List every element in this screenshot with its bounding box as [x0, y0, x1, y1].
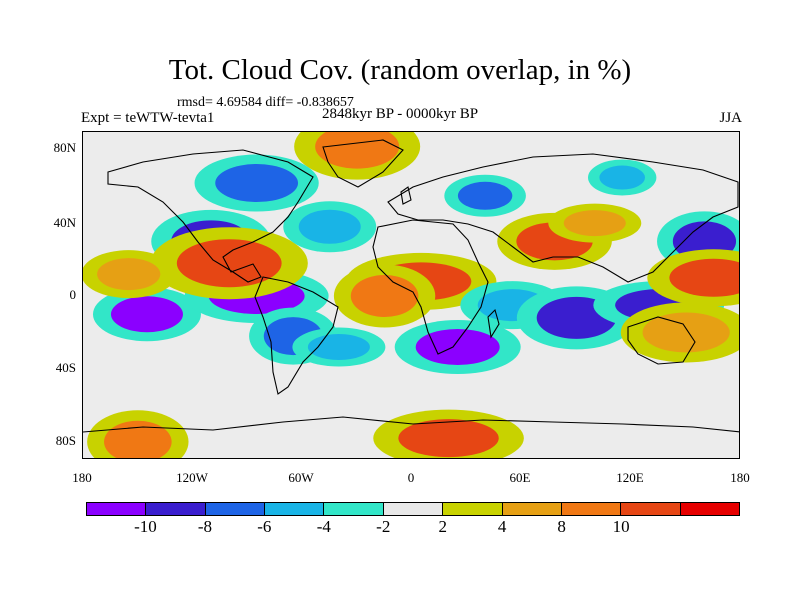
field-region: [176, 239, 282, 288]
field-region: [563, 210, 626, 237]
coastline-antarctica: [83, 416, 739, 433]
colorbar-label: 2: [438, 517, 447, 536]
y-tick-label: 0: [69, 287, 77, 302]
y-tick-label: 80S: [55, 433, 76, 448]
y-tick-label: 80N: [53, 140, 76, 155]
x-tick-label: 180: [730, 470, 750, 485]
field-region: [457, 181, 513, 210]
x-tick-label: 0: [407, 470, 415, 485]
coastline-greenland: [322, 139, 404, 188]
colorbar-label: 10: [612, 517, 630, 536]
chart-title: Tot. Cloud Cov. (random overlap, in %): [168, 54, 632, 86]
colorbar-box: [265, 503, 325, 515]
colorbar-box: [680, 503, 739, 515]
colorbar-label: -2: [376, 517, 391, 536]
colorbar-box: [324, 503, 384, 515]
colorbar-label: -10: [134, 517, 157, 536]
field-region: [315, 132, 400, 169]
colorbar-box: [205, 503, 266, 515]
coastline-south-america: [254, 276, 339, 395]
x-tick-label: 120W: [176, 470, 208, 485]
season-label: JJA: [719, 110, 742, 126]
x-tick-label: 60E: [509, 470, 531, 485]
map-svg: [83, 132, 739, 458]
colorbar-label: -6: [257, 517, 272, 536]
x-tick-label: 120E: [616, 470, 644, 485]
coastline-eurasia: [387, 153, 739, 283]
colorbar-label: 4: [497, 517, 507, 536]
field-region: [398, 419, 499, 458]
x-tick-label: 180: [72, 470, 92, 485]
colorbar-box: [146, 503, 206, 515]
coastline-australia: [627, 316, 696, 365]
period-label: 2848kyr BP - 0000kyr BP: [322, 106, 479, 122]
colorbar-box: [383, 503, 444, 515]
field-region: [599, 165, 645, 190]
field-region: [97, 258, 161, 291]
y-tick-label: 40N: [53, 215, 76, 230]
field-region: [415, 329, 500, 366]
field-region: [104, 420, 172, 458]
experiment-label: Expt = teWTW-tevta1: [81, 110, 215, 126]
coastline-africa: [372, 219, 489, 355]
colorbar-label: 8: [557, 517, 566, 536]
field-region: [307, 334, 370, 361]
colorbar-label: -4: [316, 517, 331, 536]
map-plot-area: [82, 131, 740, 459]
colorbar-box: [502, 503, 562, 515]
x-tick-label: 60W: [288, 470, 314, 485]
coastlines: [83, 139, 739, 433]
field-region: [298, 209, 361, 244]
field-region: [110, 296, 183, 333]
field-region: [215, 164, 299, 203]
coastline-madagascar: [487, 308, 500, 339]
colorbar-box: [443, 503, 503, 515]
field-region: [642, 312, 730, 353]
coastline-north-america: [107, 149, 314, 283]
colorbar-box: [87, 503, 147, 515]
stats-text: rmsd= 4.69584 diff= -0.838657: [177, 95, 354, 110]
colorbar-box: [561, 503, 622, 515]
coastline-uk: [400, 186, 412, 205]
colorbar-label: -8: [197, 517, 212, 536]
colorbar: [86, 502, 740, 516]
field-region: [350, 275, 419, 317]
colorbar-box: [621, 503, 681, 515]
y-tick-label: 40S: [55, 360, 76, 375]
field-region: [669, 258, 739, 297]
